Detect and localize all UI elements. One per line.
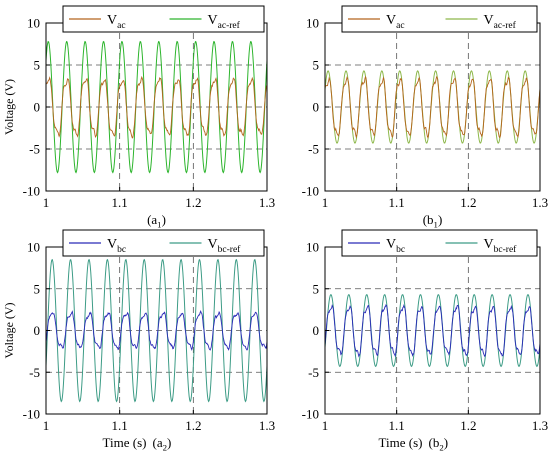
y-tick-label: 0 <box>34 323 41 338</box>
x-tick-label: 1.3 <box>259 195 275 210</box>
y-tick-label: 5 <box>313 58 320 73</box>
y-tick-label: -10 <box>302 184 319 199</box>
y-tick-label: 0 <box>313 323 320 338</box>
x-axis-label: Time (s) <box>379 435 423 450</box>
x-tick-label: 1.3 <box>532 418 548 433</box>
legend-entry: Vbc <box>107 237 126 255</box>
x-tick-label: 1.1 <box>389 418 405 433</box>
y-tick-label: 0 <box>313 100 320 115</box>
panel-caption: (b2) <box>429 435 449 453</box>
y-tick-label: 5 <box>34 281 41 296</box>
x-tick-label: 1.1 <box>112 195 128 210</box>
legend-box <box>62 5 265 33</box>
y-tick-label: -5 <box>308 365 319 380</box>
x-tick-label: 1.3 <box>259 418 275 433</box>
series-line-bc <box>325 303 540 358</box>
panel-caption: (a2) <box>153 435 172 453</box>
x-tick-label: 1.1 <box>112 418 128 433</box>
legend: Vbc Vbc-ref <box>62 229 265 257</box>
x-tick-label: 1 <box>43 418 50 433</box>
legend: Vbc Vbc-ref <box>341 229 538 257</box>
x-tick-label: 1.2 <box>185 195 201 210</box>
x-tick-label: 1.2 <box>460 418 476 433</box>
y-tick-label: 10 <box>306 240 319 255</box>
chart-panel-a2: 1 1.1 1.2 1.3 10 5 0 -5 -10 Voltage (V) Time (s) (a… <box>2 229 275 453</box>
legend-entry: Vbc-ref <box>208 237 242 255</box>
legend-entry: Vac-ref <box>208 13 241 31</box>
y-tick-label: 10 <box>306 16 319 31</box>
legend-entry: Vac-ref <box>484 13 517 31</box>
legend-entry: Vac <box>386 13 405 31</box>
y-tick-label: 5 <box>313 281 320 296</box>
panel-caption: (b1) <box>423 212 443 230</box>
x-axis-label: Time (s) <box>103 435 147 450</box>
x-tick-label: 1 <box>322 195 329 210</box>
x-tick-label: 1.2 <box>460 195 476 210</box>
series-line-ac-ref <box>46 40 267 174</box>
y-tick-label: 10 <box>27 16 40 31</box>
series-line-ac <box>46 75 267 139</box>
x-tick-label: 1.3 <box>532 195 548 210</box>
x-tick-label: 1.2 <box>185 418 201 433</box>
panel-caption: (a1) <box>147 212 166 230</box>
legend: Vac Vac-ref <box>341 5 538 33</box>
y-tick-label: -5 <box>29 365 40 380</box>
series-line-ac <box>325 75 540 139</box>
y-tick-label: -10 <box>23 184 40 199</box>
y-tick-label: -5 <box>29 142 40 157</box>
chart-panel-b1: 1 1.1 1.2 1.3 10 5 0 -5 -10 (b1) Vac Vac-ref <box>302 5 548 230</box>
y-tick-label: 5 <box>34 58 41 73</box>
legend-entry: Vbc <box>386 237 405 255</box>
y-axis-label: Voltage (V) <box>2 302 16 358</box>
y-axis-label: Voltage (V) <box>2 79 16 135</box>
legend: Vac Vac-ref <box>62 5 265 33</box>
y-tick-label: -10 <box>23 407 40 422</box>
series-line-bc-ref <box>46 258 267 403</box>
x-tick-label: 1.1 <box>389 195 405 210</box>
legend-entry: Vbc-ref <box>484 237 518 255</box>
y-tick-label: -10 <box>302 407 319 422</box>
legend-entry: Vac <box>107 13 126 31</box>
x-tick-label: 1 <box>322 418 329 433</box>
y-tick-label: -5 <box>308 142 319 157</box>
y-tick-label: 0 <box>34 100 41 115</box>
x-tick-label: 1 <box>43 195 50 210</box>
series-line-bc <box>46 310 267 351</box>
y-tick-label: 10 <box>27 240 40 255</box>
chart-panel-b2: 1 1.1 1.2 1.3 10 5 0 -5 -10 Time (s) (b2) Vbc Vbc-re… <box>302 229 548 453</box>
